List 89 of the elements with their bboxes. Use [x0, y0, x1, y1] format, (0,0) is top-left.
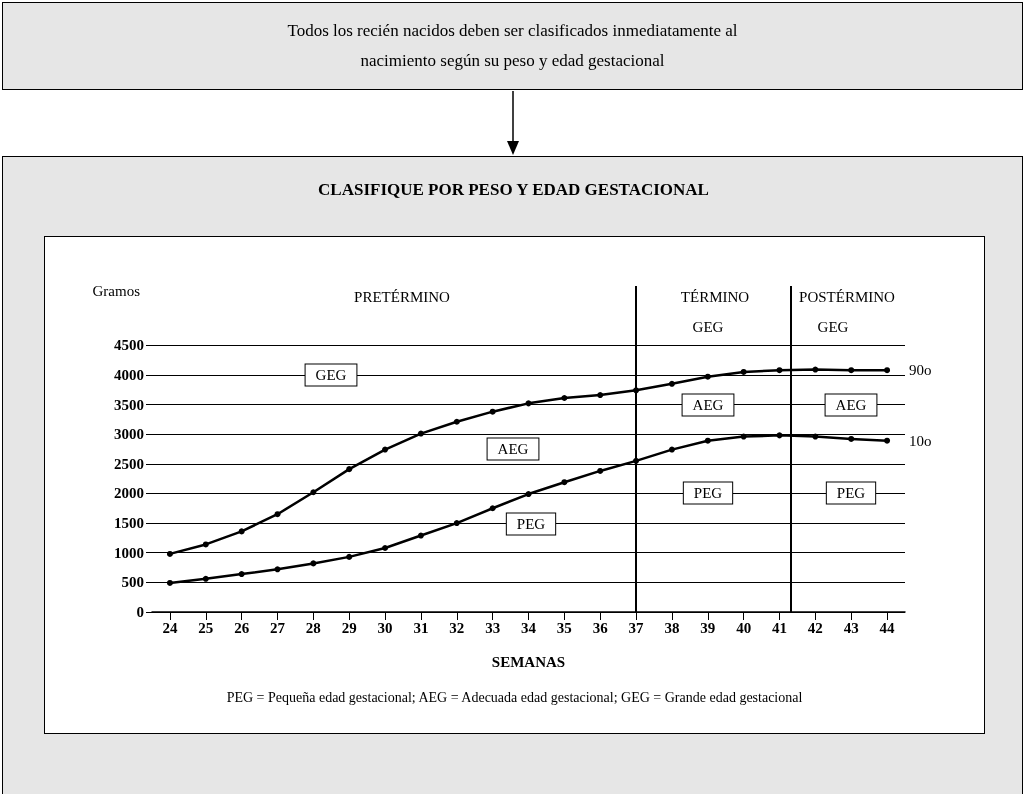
point [812, 366, 819, 373]
point [346, 553, 353, 560]
annotation: AEG [835, 397, 867, 413]
y-tick-label: 3500 [114, 396, 144, 413]
annotation: PEG [516, 516, 546, 532]
point [382, 544, 389, 551]
x-tick-label: 30 [377, 619, 393, 636]
y-tick-label: 4000 [114, 366, 144, 383]
annotation: AEG [497, 441, 529, 457]
x-tick-label: 26 [234, 619, 250, 636]
point [489, 408, 496, 415]
annotation: POSTÉRMINO [799, 289, 896, 305]
point [346, 466, 353, 473]
point [884, 367, 891, 374]
point [776, 367, 783, 374]
point [453, 418, 460, 425]
point [417, 532, 424, 539]
x-tick-label: 43 [843, 619, 859, 636]
annotation: AEG [692, 397, 724, 413]
point [202, 575, 209, 582]
x-tick-label: 42 [807, 619, 823, 636]
point [633, 457, 640, 464]
point [453, 520, 460, 527]
x-axis-title: SEMANAS [491, 653, 566, 670]
x-tick-label: 41 [772, 619, 787, 636]
point [166, 579, 173, 586]
x-tick-label: 39 [700, 619, 716, 636]
y-tick-label: 2000 [114, 485, 144, 502]
x-tick-label: 28 [305, 619, 321, 636]
y-tick-label: 1000 [114, 544, 144, 561]
x-tick-label: 40 [736, 619, 752, 636]
point [848, 435, 855, 442]
point [561, 479, 568, 486]
x-tick-label: 24 [162, 619, 178, 636]
y-tick-label: 500 [121, 574, 144, 591]
x-tick-label: 36 [592, 619, 609, 636]
point [884, 437, 891, 444]
point [561, 395, 568, 402]
y-tick-label: 4500 [114, 337, 144, 354]
series-label: 10o [909, 432, 932, 449]
point [274, 511, 281, 518]
x-tick-label: 27 [270, 619, 286, 636]
text: PEG = Pequeña edad gestacional; AEG = Adecuada edad gestacional; GEG = Grande edad gestacional [225, 690, 804, 706]
text: Todos los recién nacidos deben ser clasificados inmediatamente al nacimiento según su peso y edad gestacional [2, 2, 1023, 90]
point [668, 446, 675, 453]
point [740, 433, 747, 440]
point [668, 380, 675, 387]
x-tick-label: 29 [341, 619, 357, 636]
annotation: PEG [693, 485, 723, 501]
point [417, 430, 424, 437]
point [238, 571, 245, 578]
point [704, 437, 711, 444]
point [310, 560, 317, 567]
annotation: GEG [817, 319, 849, 335]
annotation: PRETÉRMINO [354, 289, 451, 305]
point [812, 433, 819, 440]
chart-title: CLASIFIQUE POR PESO Y EDAD GESTACIONAL [317, 180, 710, 200]
point [310, 489, 317, 496]
y-tick-label: 1500 [114, 515, 144, 532]
x-tick-label: 35 [556, 619, 572, 636]
point [740, 368, 747, 375]
annotation: TÉRMINO [680, 289, 750, 305]
annotation: PEG [836, 485, 866, 501]
annotation: GEG [315, 367, 347, 383]
y-tick-label: 0 [136, 604, 144, 620]
y-axis-title: Gramos [92, 282, 141, 299]
x-tick-label: 33 [485, 619, 501, 636]
point [166, 550, 173, 557]
annotation: GEG [692, 319, 724, 335]
x-tick-label: 31 [413, 619, 429, 636]
point [382, 446, 389, 453]
x-tick-label: 32 [449, 619, 465, 636]
x-tick-label: 34 [521, 619, 537, 636]
point [489, 505, 496, 512]
point [238, 528, 245, 535]
x-tick-label: 37 [628, 619, 645, 636]
point [848, 367, 855, 374]
y-tick-label: 2500 [114, 455, 144, 472]
point [202, 541, 209, 548]
point [597, 467, 604, 474]
x-tick-label: 38 [664, 619, 680, 636]
point [633, 387, 640, 394]
point [597, 392, 604, 399]
point [525, 491, 532, 498]
point [704, 373, 711, 380]
series-label: 90o [909, 362, 932, 379]
y-tick-label: 3000 [114, 426, 144, 443]
x-tick-label: 44 [879, 619, 896, 636]
x-tick-label: 25 [198, 619, 214, 636]
